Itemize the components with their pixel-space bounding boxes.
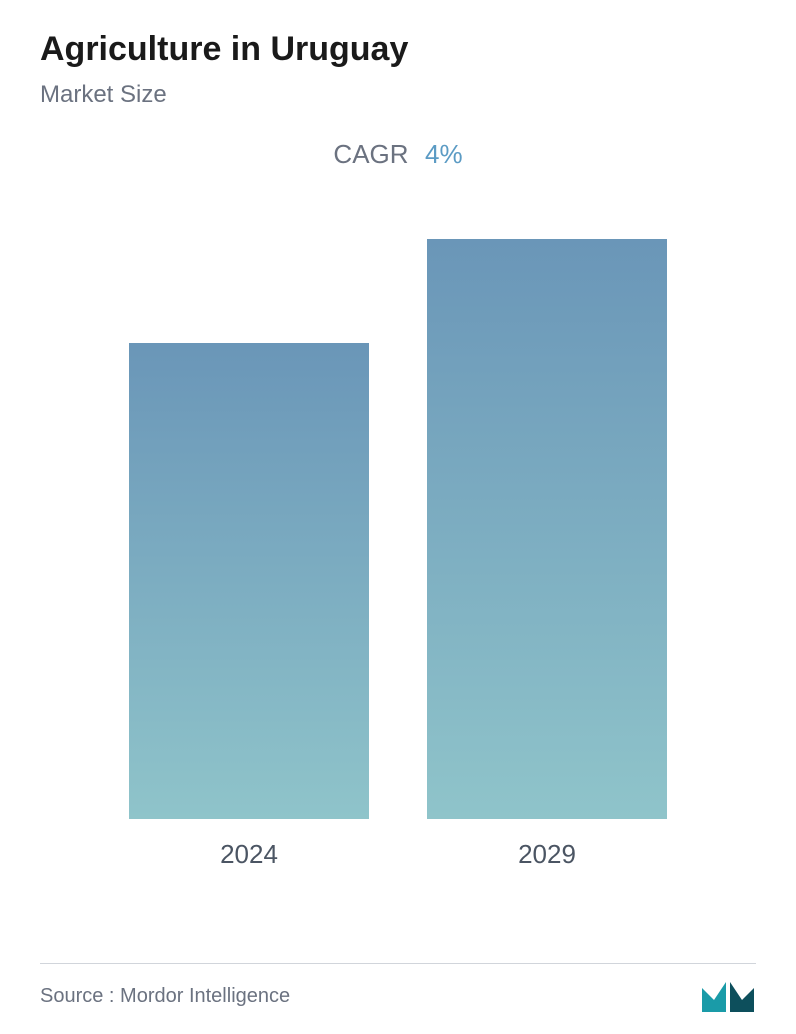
bar-2029 [427, 239, 667, 819]
bar-label: 2029 [518, 839, 576, 870]
bar-group: 2024 [129, 343, 369, 870]
chart-subtitle: Market Size [40, 81, 756, 109]
bar-chart: 2024 2029 [40, 250, 756, 870]
chart-title: Agriculture in Uruguay [40, 30, 756, 69]
bar-2024 [129, 343, 369, 819]
footer: Source : Mordor Intelligence [40, 963, 756, 1014]
bar-group: 2029 [427, 239, 667, 870]
mordor-logo-icon [700, 978, 756, 1014]
bar-label: 2024 [220, 839, 278, 870]
cagr-value: 4% [425, 139, 463, 169]
cagr-label: CAGR [333, 139, 408, 169]
source-attribution: Source : Mordor Intelligence [40, 985, 290, 1008]
cagr-row: CAGR 4% [40, 139, 756, 170]
